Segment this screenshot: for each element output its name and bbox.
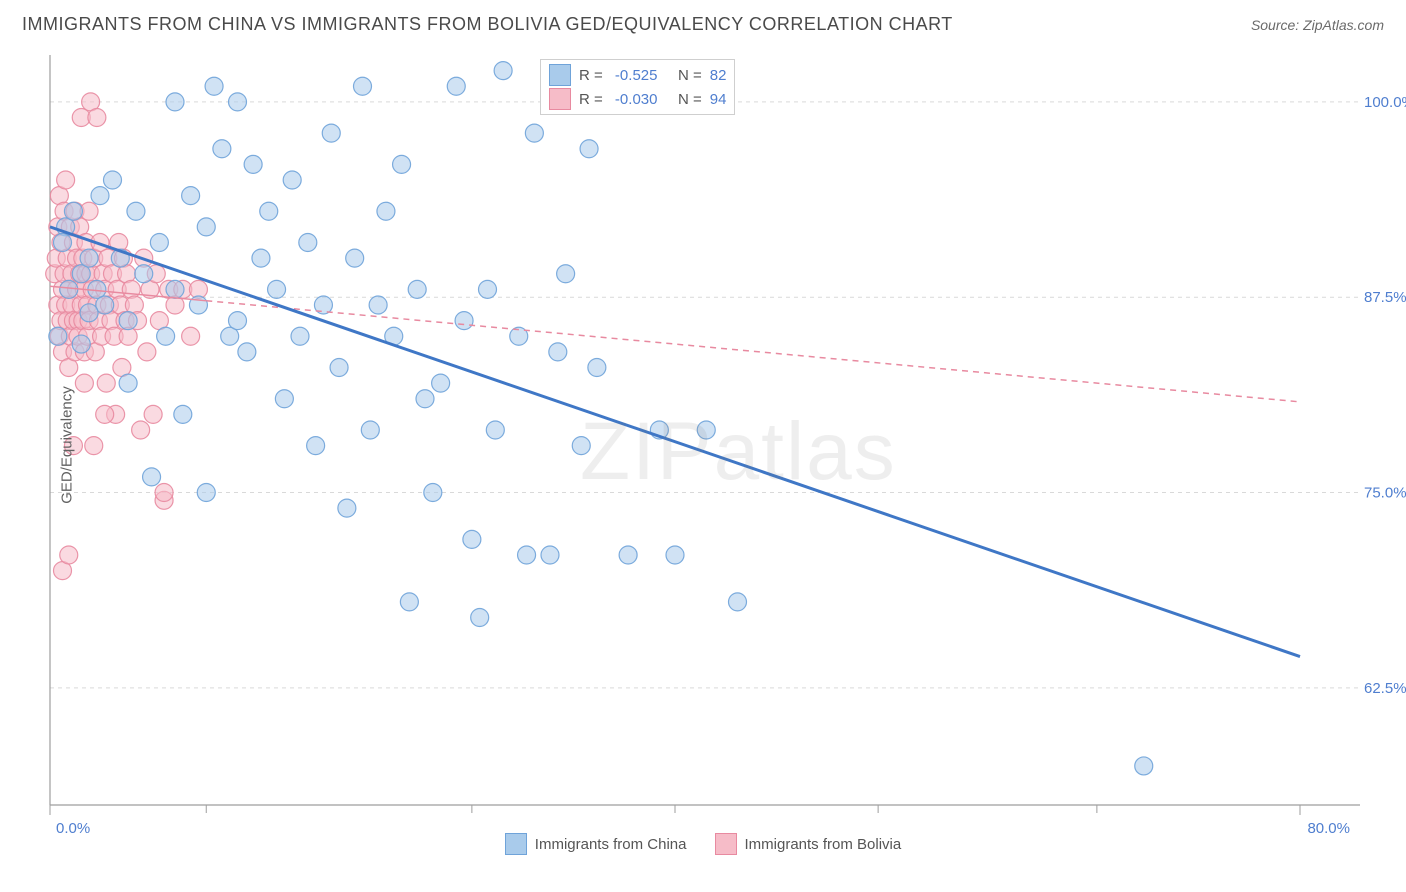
legend-series-item: Immigrants from Bolivia bbox=[715, 833, 902, 855]
svg-text:100.0%: 100.0% bbox=[1364, 94, 1406, 111]
svg-text:87.5%: 87.5% bbox=[1364, 289, 1406, 306]
scatter-plot-svg: 0.0%80.0%62.5%75.0%87.5%100.0% bbox=[0, 35, 1406, 855]
svg-text:75.0%: 75.0% bbox=[1364, 485, 1406, 502]
chart-header: IMMIGRANTS FROM CHINA VS IMMIGRANTS FROM… bbox=[0, 0, 1406, 35]
legend-correlation-row: R = -0.030 N = 94 bbox=[549, 88, 726, 110]
legend-correlation-row: R = -0.525 N = 82 bbox=[549, 64, 726, 86]
y-axis-label: GED/Equivalency bbox=[58, 386, 75, 504]
legend-correlation-box: R = -0.525 N = 82R = -0.030 N = 94 bbox=[540, 59, 735, 115]
legend-series-item: Immigrants from China bbox=[505, 833, 687, 855]
chart-area: GED/Equivalency ZIPatlas 0.0%80.0%62.5%7… bbox=[0, 35, 1406, 855]
legend-series: Immigrants from China Immigrants from Bol… bbox=[0, 833, 1406, 855]
svg-text:62.5%: 62.5% bbox=[1364, 680, 1406, 697]
chart-title: IMMIGRANTS FROM CHINA VS IMMIGRANTS FROM… bbox=[22, 14, 953, 35]
source-text: Source: ZipAtlas.com bbox=[1251, 17, 1384, 33]
